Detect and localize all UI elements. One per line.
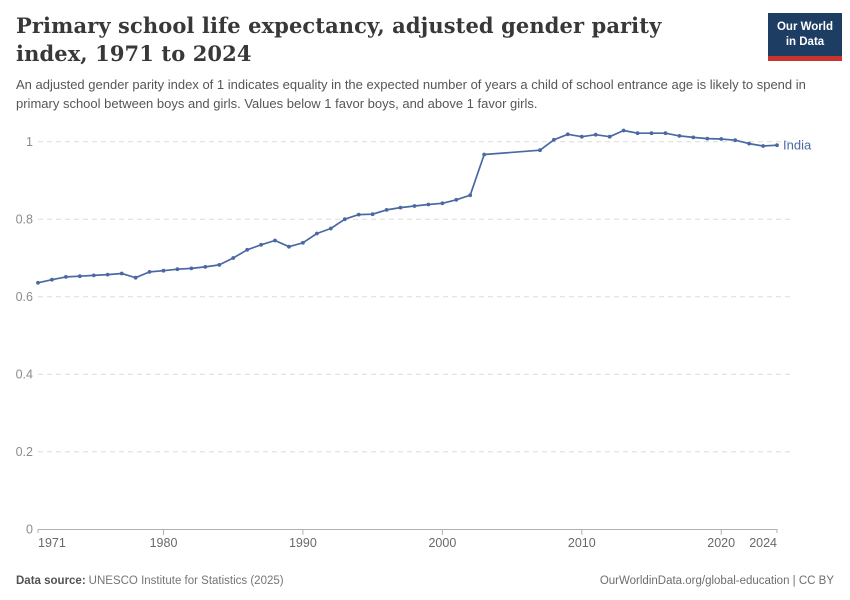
- x-tick-label: 1971: [38, 536, 66, 550]
- data-point: [733, 138, 738, 143]
- data-point: [77, 274, 82, 279]
- y-tick-label: 1: [26, 135, 33, 149]
- y-tick-label: 0.2: [16, 445, 33, 459]
- data-point: [761, 144, 765, 148]
- x-tick-label: 2024: [749, 536, 777, 550]
- data-point: [231, 256, 236, 260]
- x-tick-label: 2010: [568, 536, 596, 550]
- data-point: [468, 193, 473, 198]
- data-source-text: UNESCO Institute for Statistics (2025): [88, 575, 284, 587]
- data-point: [342, 217, 347, 222]
- data-point: [426, 202, 431, 207]
- data-point: [384, 208, 389, 212]
- data-point: [328, 226, 333, 231]
- data-point: [607, 134, 612, 139]
- x-tick-label: 2020: [707, 536, 735, 550]
- data-point: [593, 132, 598, 137]
- y-tick-label: 0.4: [16, 368, 33, 382]
- data-point: [287, 244, 291, 249]
- series-label-india[interactable]: India: [783, 138, 812, 153]
- data-point: [775, 143, 779, 148]
- data-point: [454, 197, 459, 202]
- data-point: [203, 265, 208, 269]
- y-tick-label: 0: [26, 523, 33, 537]
- owid-logo-line2: in Data: [785, 35, 825, 48]
- data-point: [747, 141, 751, 146]
- data-point: [649, 131, 654, 136]
- data-point: [412, 204, 417, 208]
- data-point: [398, 205, 403, 210]
- data-point: [301, 240, 305, 245]
- y-tick-label: 0.8: [16, 213, 33, 227]
- data-point: [50, 277, 54, 282]
- data-point: [691, 135, 696, 140]
- data-point: [370, 212, 375, 217]
- data-point: [356, 212, 361, 217]
- data-point: [663, 131, 668, 136]
- data-point: [719, 137, 724, 141]
- data-point: [147, 270, 152, 274]
- data-point: [36, 280, 40, 285]
- chart-title: Primary school life expectancy, adjusted…: [16, 13, 662, 66]
- data-point: [217, 263, 222, 267]
- data-point: [161, 268, 166, 273]
- data-point: [552, 137, 556, 142]
- data-source-label: Data source:: [16, 575, 86, 587]
- chart-header: Primary school life expectancy, adjusted…: [16, 12, 842, 113]
- y-tick-label: 0.6: [16, 290, 33, 304]
- data-point: [119, 271, 124, 276]
- data-point: [273, 238, 277, 243]
- data-point: [482, 152, 487, 157]
- data-point: [105, 272, 110, 277]
- data-point: [175, 267, 180, 272]
- data-point: [579, 134, 584, 139]
- data-point: [621, 128, 626, 133]
- data-point: [133, 275, 138, 280]
- chart-footer: Data source: UNESCO Institute for Statist…: [16, 575, 834, 587]
- data-point: [635, 131, 640, 136]
- owid-logo-line1: Our World: [776, 21, 833, 33]
- x-tick-label: 1990: [289, 536, 317, 550]
- data-point: [189, 266, 194, 271]
- data-point: [259, 242, 263, 247]
- data-point: [677, 134, 682, 138]
- chart-subtitle: An adjusted gender parity index of 1 ind…: [16, 77, 806, 111]
- data-point: [64, 275, 68, 279]
- data-line[interactable]: [37, 129, 778, 284]
- data-point: [440, 201, 445, 206]
- data-point: [315, 231, 319, 236]
- data-point: [705, 136, 710, 141]
- owid-logo: Our World in Data: [768, 13, 842, 61]
- owid-license-link[interactable]: OurWorldinData.org/global-education | CC…: [599, 575, 834, 587]
- data-point: [91, 273, 96, 278]
- data-point: [538, 148, 542, 153]
- data-point: [565, 132, 570, 137]
- data-source: Data source: UNESCO Institute for Statist…: [16, 575, 284, 587]
- data-point: [245, 247, 250, 252]
- x-tick-label: 2000: [428, 536, 456, 550]
- x-tick-label: 1980: [150, 536, 178, 550]
